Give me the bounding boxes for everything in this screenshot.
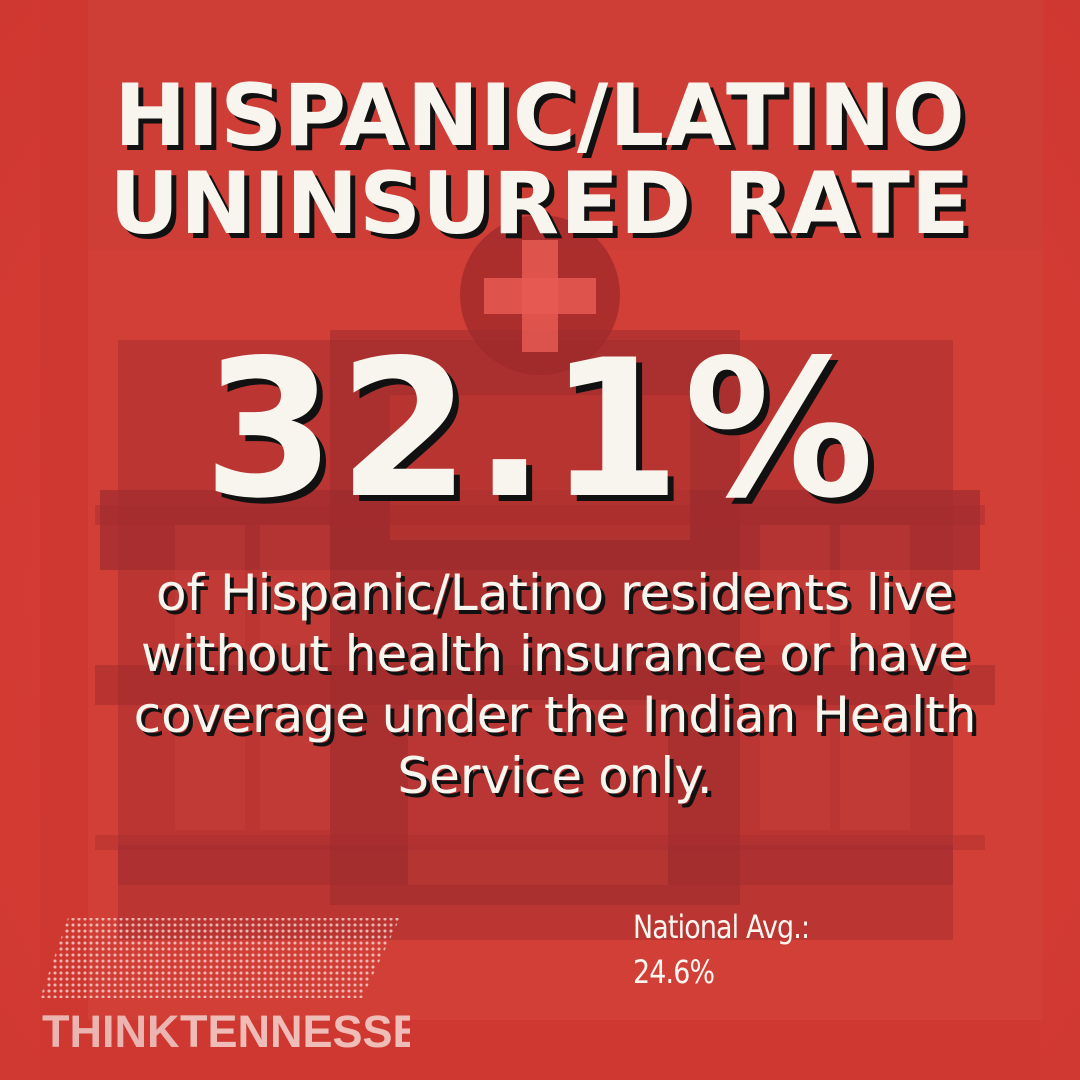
medical-cross-icon bbox=[460, 215, 620, 375]
logo-think-text: THINK bbox=[42, 1006, 180, 1055]
national-average-value: 24.6% bbox=[633, 953, 715, 991]
headline-line-2: UNINSURED RATE bbox=[109, 154, 971, 254]
think-tennessee-logo: THINK TENNESSEE bbox=[40, 910, 410, 1055]
headline-line-1: HISPANIC/LATINO bbox=[114, 66, 966, 166]
national-average: National Avg.: 24.6% bbox=[633, 905, 851, 995]
stat-description: of Hispanic/Latino residents live withou… bbox=[133, 564, 977, 805]
headline: HISPANIC/LATINO UNINSURED RATE bbox=[0, 72, 1080, 248]
logo-tennessee-text: TENNESSEE bbox=[180, 1006, 410, 1055]
national-average-label: National Avg.: bbox=[633, 908, 810, 946]
uninsured-rate-stat: 32.1% bbox=[202, 319, 878, 540]
